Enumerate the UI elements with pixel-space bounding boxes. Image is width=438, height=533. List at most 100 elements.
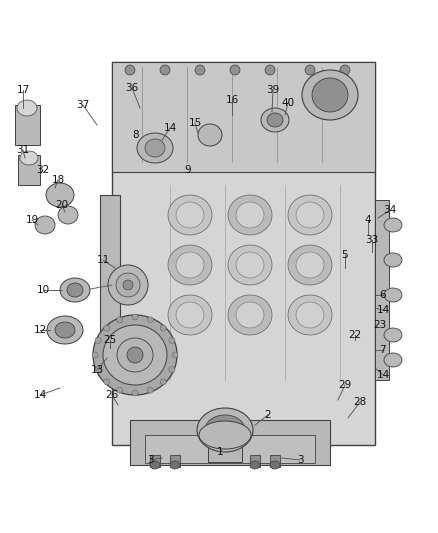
- Text: 3: 3: [147, 455, 153, 465]
- Text: 34: 34: [383, 205, 397, 215]
- Ellipse shape: [205, 415, 245, 445]
- Text: 22: 22: [348, 330, 362, 340]
- Ellipse shape: [228, 195, 272, 235]
- Ellipse shape: [384, 218, 402, 232]
- Ellipse shape: [145, 139, 165, 157]
- Ellipse shape: [125, 65, 135, 75]
- Ellipse shape: [127, 347, 143, 363]
- Text: 25: 25: [103, 335, 117, 345]
- Ellipse shape: [160, 379, 166, 385]
- Bar: [130, 420, 330, 465]
- Text: 10: 10: [36, 285, 49, 295]
- Ellipse shape: [55, 322, 75, 338]
- Text: 16: 16: [226, 95, 239, 105]
- Ellipse shape: [147, 387, 153, 393]
- Text: 13: 13: [90, 365, 104, 375]
- Ellipse shape: [236, 302, 264, 328]
- Ellipse shape: [20, 151, 38, 165]
- Ellipse shape: [47, 316, 83, 344]
- Ellipse shape: [296, 202, 324, 228]
- Ellipse shape: [137, 133, 173, 163]
- Ellipse shape: [150, 461, 160, 469]
- Ellipse shape: [176, 302, 204, 328]
- Ellipse shape: [35, 216, 55, 234]
- Text: 37: 37: [76, 100, 90, 110]
- Ellipse shape: [228, 245, 272, 285]
- Ellipse shape: [93, 315, 177, 395]
- Ellipse shape: [265, 65, 275, 75]
- Bar: [170, 455, 180, 467]
- Ellipse shape: [267, 113, 283, 127]
- Ellipse shape: [117, 387, 123, 393]
- Ellipse shape: [17, 100, 37, 116]
- Ellipse shape: [95, 337, 101, 343]
- Bar: [270, 455, 280, 467]
- Ellipse shape: [123, 280, 133, 290]
- Ellipse shape: [288, 195, 332, 235]
- Bar: [145, 435, 315, 463]
- Text: 14: 14: [33, 390, 46, 400]
- Text: 6: 6: [380, 290, 386, 300]
- Bar: [112, 62, 375, 172]
- Ellipse shape: [95, 367, 101, 373]
- Ellipse shape: [168, 245, 212, 285]
- Ellipse shape: [296, 252, 324, 278]
- Bar: [150, 455, 160, 467]
- Text: 36: 36: [125, 83, 138, 93]
- Text: 26: 26: [106, 390, 119, 400]
- Ellipse shape: [384, 253, 402, 267]
- Ellipse shape: [270, 461, 280, 469]
- Text: 29: 29: [339, 380, 352, 390]
- Text: 33: 33: [365, 235, 378, 245]
- Ellipse shape: [92, 352, 98, 358]
- Text: 32: 32: [36, 165, 49, 175]
- Bar: [250, 455, 260, 467]
- Text: 14: 14: [376, 305, 390, 315]
- Bar: [100, 195, 120, 370]
- Ellipse shape: [132, 390, 138, 396]
- Text: 28: 28: [353, 397, 367, 407]
- Ellipse shape: [230, 65, 240, 75]
- Text: 8: 8: [133, 130, 139, 140]
- Ellipse shape: [176, 252, 204, 278]
- Text: 5: 5: [342, 250, 348, 260]
- Ellipse shape: [117, 338, 153, 372]
- Ellipse shape: [296, 302, 324, 328]
- Text: 15: 15: [188, 118, 201, 128]
- Ellipse shape: [46, 183, 74, 207]
- Ellipse shape: [170, 461, 180, 469]
- Ellipse shape: [340, 65, 350, 75]
- Ellipse shape: [197, 408, 253, 452]
- Text: 19: 19: [25, 215, 39, 225]
- Ellipse shape: [168, 295, 212, 335]
- Text: 20: 20: [56, 200, 69, 210]
- Ellipse shape: [199, 421, 251, 449]
- Ellipse shape: [195, 65, 205, 75]
- Ellipse shape: [384, 328, 402, 342]
- Ellipse shape: [60, 278, 90, 302]
- Ellipse shape: [168, 195, 212, 235]
- Ellipse shape: [312, 78, 348, 112]
- Text: 39: 39: [266, 85, 279, 95]
- Ellipse shape: [288, 295, 332, 335]
- Ellipse shape: [169, 367, 175, 373]
- Ellipse shape: [108, 265, 148, 305]
- Ellipse shape: [384, 353, 402, 367]
- Text: 12: 12: [33, 325, 46, 335]
- Ellipse shape: [288, 245, 332, 285]
- Text: 14: 14: [163, 123, 177, 133]
- Text: 11: 11: [96, 255, 110, 265]
- Text: 1: 1: [217, 447, 223, 457]
- Ellipse shape: [169, 337, 175, 343]
- Ellipse shape: [305, 65, 315, 75]
- Ellipse shape: [132, 314, 138, 320]
- Text: 40: 40: [282, 98, 295, 108]
- Bar: [18, 155, 40, 185]
- Bar: [375, 200, 389, 380]
- Bar: [112, 62, 375, 445]
- Text: 7: 7: [379, 345, 385, 355]
- Ellipse shape: [104, 325, 110, 331]
- Ellipse shape: [172, 352, 178, 358]
- Text: 23: 23: [373, 320, 387, 330]
- Ellipse shape: [160, 325, 166, 331]
